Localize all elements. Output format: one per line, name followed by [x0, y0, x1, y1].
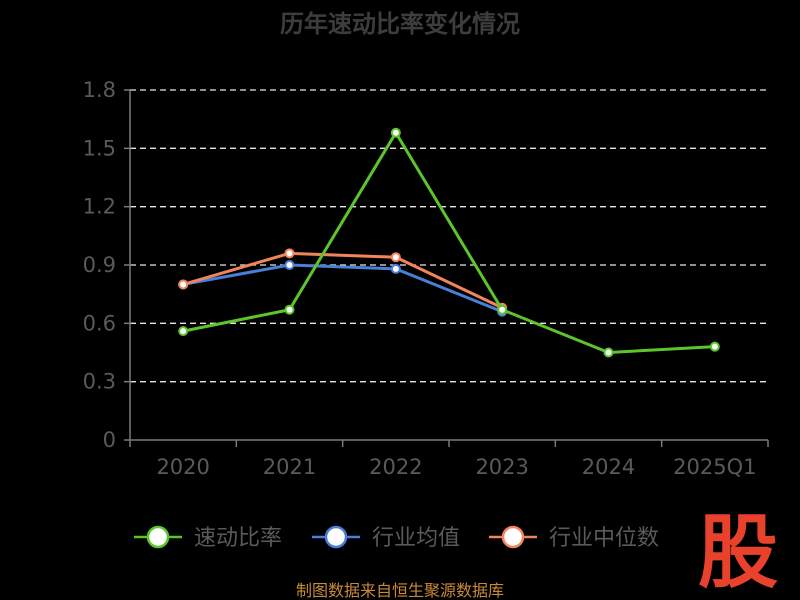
x-tick-label: 2021 [263, 455, 316, 479]
chart-title: 历年速动比率变化情况 [280, 10, 520, 38]
y-tick-label: 0.3 [83, 370, 116, 394]
x-tick-label: 2024 [582, 455, 635, 479]
data-point[interactable] [284, 260, 295, 270]
legend-swatch-marker [324, 525, 348, 549]
legend-label: 速动比率 [194, 526, 282, 551]
data-point[interactable] [497, 304, 508, 315]
data-point[interactable] [284, 304, 295, 315]
data-point[interactable] [178, 326, 189, 337]
legend-item-2[interactable]: 行业均值 [312, 525, 460, 551]
y-tick-label: 0.6 [83, 311, 116, 335]
watermark-logo: 股 [698, 506, 778, 599]
data-point[interactable] [390, 252, 401, 263]
legend-label: 行业均值 [372, 526, 460, 551]
data-point[interactable] [390, 127, 401, 138]
data-point[interactable] [178, 279, 189, 290]
x-axis-tick-labels: 2020 2021 2022 2023 2024 2025Q1 [156, 455, 756, 479]
series-line [181, 131, 717, 354]
series-2 [178, 260, 508, 317]
legend-item-1[interactable]: 速动比率 [134, 525, 282, 551]
grid-lines [130, 89, 768, 383]
legend-item-3[interactable]: 行业中位数 [489, 525, 659, 551]
data-point[interactable] [603, 347, 614, 358]
legend-label: 行业中位数 [549, 526, 659, 551]
y-tick-label: 0.9 [83, 253, 116, 277]
data-source-note: 制图数据来自恒生聚源数据库 [296, 581, 504, 600]
series-1 [178, 127, 720, 358]
legend[interactable]: 速动比率 行业均值 行业中位数 [134, 525, 659, 551]
axes [124, 89, 769, 447]
data-point[interactable] [284, 248, 295, 259]
series-3 [178, 248, 508, 313]
x-tick-label: 2022 [369, 455, 422, 479]
data-point[interactable] [390, 263, 401, 274]
y-tick-label: 0 [103, 428, 116, 452]
series-line [181, 251, 504, 310]
y-tick-label: 1.2 [83, 195, 116, 219]
data-point[interactable] [709, 341, 720, 352]
legend-swatch-marker [146, 525, 170, 549]
y-axis-tick-labels: 0 0.3 0.6 0.9 1.2 1.5 1.8 [83, 78, 116, 452]
x-tick-label: 2020 [156, 455, 209, 479]
series-line [181, 263, 504, 314]
x-tick-label: 2025Q1 [673, 455, 756, 479]
y-tick-label: 1.8 [83, 78, 116, 102]
series-lines [178, 127, 720, 358]
legend-swatch-marker [501, 525, 525, 549]
x-tick-label: 2023 [475, 455, 528, 479]
y-tick-label: 1.5 [83, 136, 116, 160]
